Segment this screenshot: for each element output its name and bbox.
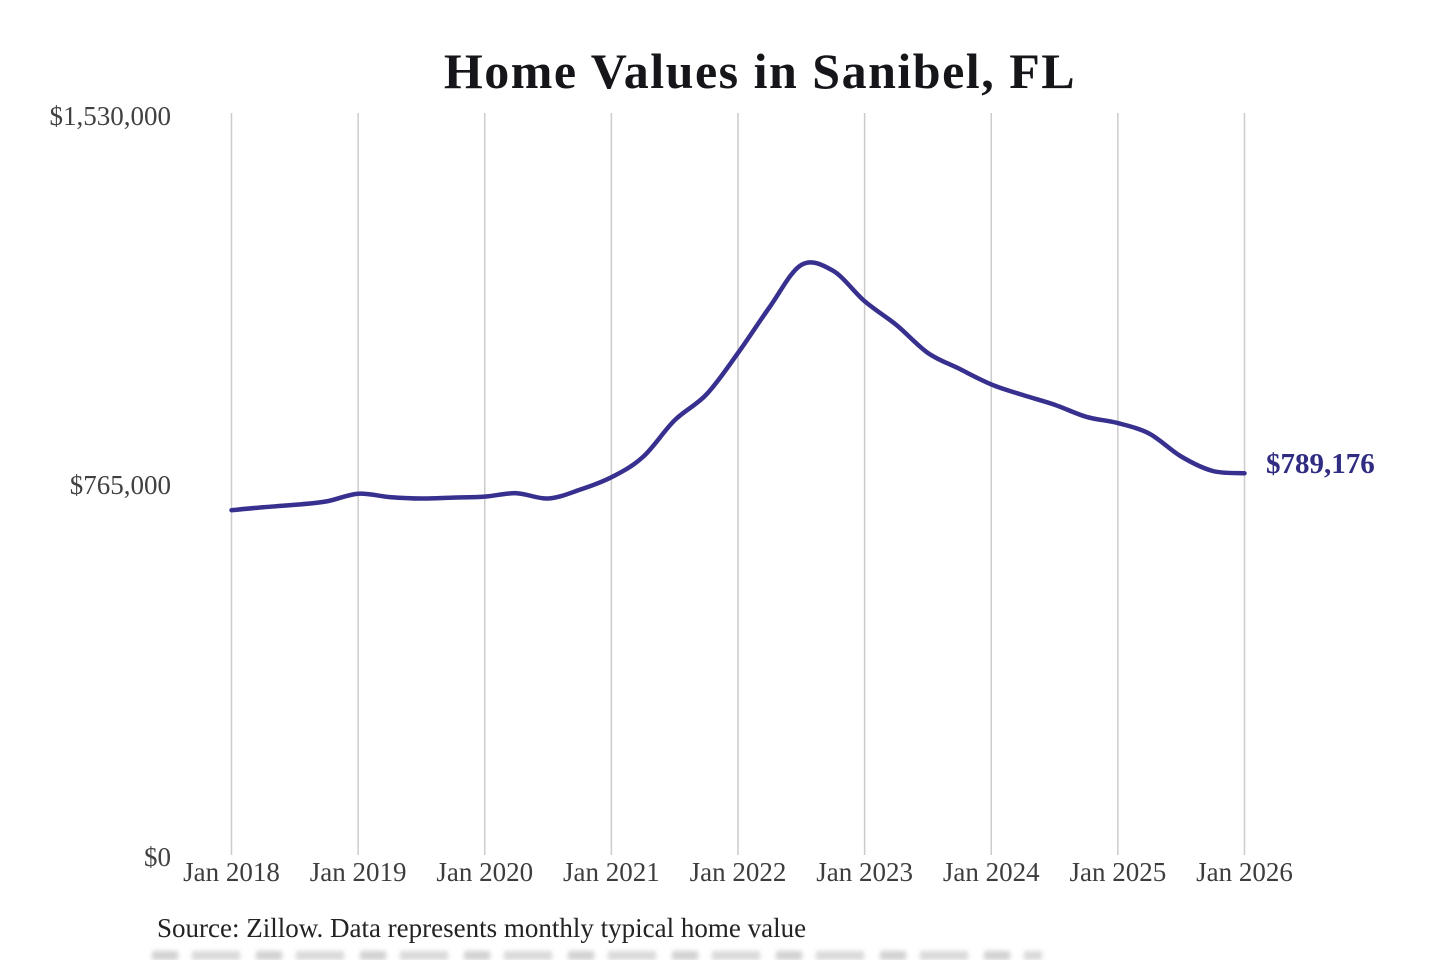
source-note: Source: Zillow. Data represents monthly … <box>157 913 807 943</box>
value-line <box>229 260 1247 513</box>
y-axis-tick-label: $765,000 <box>69 470 171 500</box>
chart-title: Home Values in Sanibel, FL <box>443 43 1077 99</box>
latest-value-label: $789,176 <box>1266 448 1375 480</box>
clipped-text-remnant <box>152 951 1042 960</box>
y-axis-tick-label: $1,530,000 <box>49 101 172 131</box>
y-axis-tick-label: $0 <box>144 842 171 872</box>
